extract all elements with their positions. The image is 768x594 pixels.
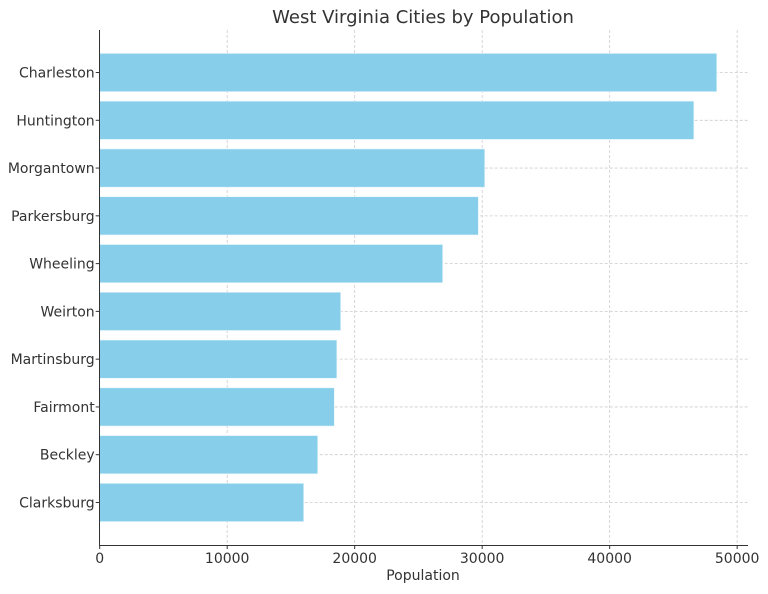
bar-parkersburg: [99, 196, 479, 236]
x-ticks: 0 10000 20000 30000 40000 50000: [95, 545, 759, 567]
y-tick-labels: Charleston Huntington Morgantown Parkersbur…: [8, 66, 100, 511]
bar-huntington: [99, 100, 695, 140]
y-tick-label: Weirton: [40, 304, 94, 320]
y-tick-label: Charleston: [19, 66, 95, 82]
bar-morgantown: [99, 148, 486, 188]
y-tick-label: Wheeling: [29, 257, 94, 273]
x-tick-label: 40000: [587, 551, 632, 567]
bar-beckley: [99, 435, 319, 475]
x-tick-label: 30000: [460, 551, 505, 567]
bar-wheeling: [99, 244, 443, 284]
y-tick-label: Fairmont: [33, 400, 95, 416]
bar-fairmont: [99, 387, 335, 427]
bar-clarksburg: [99, 483, 304, 522]
x-tick-label: 20000: [332, 551, 377, 567]
bar-weirton: [99, 291, 341, 331]
y-tick-label: Beckley: [40, 448, 95, 464]
bar-charleston: [99, 53, 718, 92]
chart-title: West Virginia Cities by Population: [272, 7, 574, 28]
bars: [99, 53, 718, 522]
y-tick-label: Martinsburg: [11, 352, 95, 368]
x-axis-label: Population: [386, 568, 460, 584]
y-tick-label: Clarksburg: [19, 495, 95, 511]
x-tick-label: 50000: [715, 551, 760, 567]
y-tick-label: Morgantown: [8, 161, 95, 177]
y-tick-label: Parkersburg: [11, 209, 95, 225]
y-tick-label: Huntington: [16, 113, 94, 129]
x-tick-label: 0: [95, 551, 104, 567]
x-tick-label: 10000: [205, 551, 250, 567]
bar-martinsburg: [99, 339, 338, 379]
